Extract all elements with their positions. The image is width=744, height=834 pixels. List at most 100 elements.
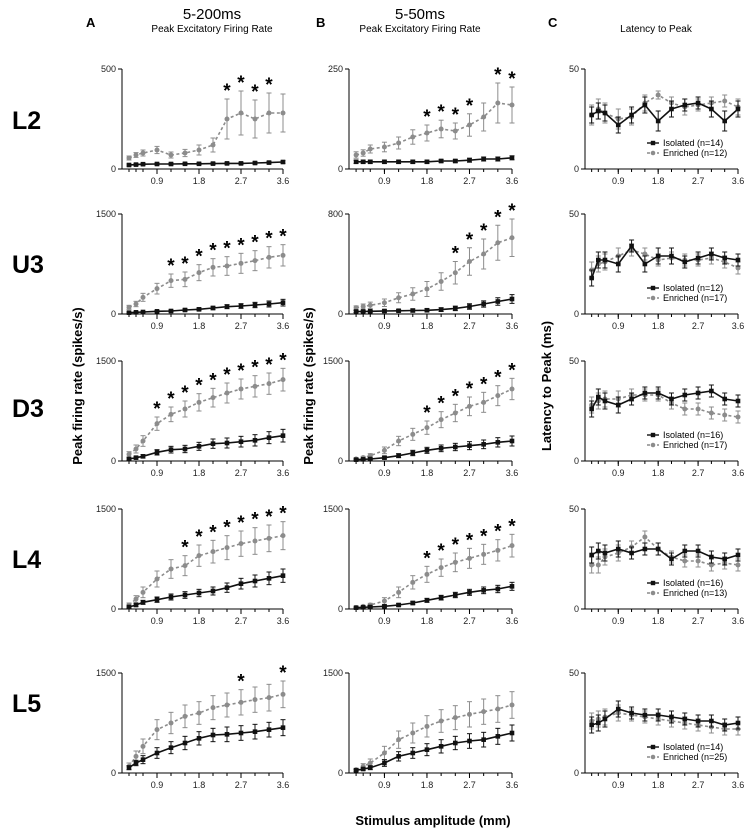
significance-star: * [265,507,273,528]
data-point-isolated [224,585,230,590]
data-point-isolated [722,722,727,728]
data-point-isolated [140,454,146,459]
data-point-isolated [629,710,634,716]
data-point-enriched [509,543,515,549]
data-point-isolated [629,112,634,118]
x-tick-label: 2.7 [692,616,705,626]
data-point-isolated [168,161,174,167]
data-point-isolated [467,304,472,309]
panel-l4-b: 0 1500 0.9 1.8 2.7 3.6 * * * * * * * [323,504,518,626]
data-point-isolated [182,592,188,598]
significance-star: * [237,235,245,256]
data-point-enriched [595,562,601,568]
data-point-isolated [642,712,648,718]
data-point-enriched [589,562,595,568]
data-point-enriched [133,446,139,452]
data-point-isolated [438,158,444,164]
data-point-isolated [495,734,501,739]
panel-u3-c: 0 50 0.9 1.8 2.7 3.6 Isolated (n=12)Enriched (… [569,209,744,331]
data-point-isolated [495,440,501,445]
data-point-isolated [210,732,216,738]
data-point-isolated [495,156,501,162]
row-label-l2: L2 [12,107,41,135]
legend-entry-enriched: Enriched (n=12) [663,148,727,158]
data-point-enriched [682,558,688,564]
data-point-isolated [140,309,146,315]
data-point-enriched [438,279,444,284]
data-point-isolated [382,604,387,609]
significance-star: * [237,513,245,534]
data-point-isolated [735,552,741,558]
data-point-enriched [452,410,458,416]
x-tick-label: 2.7 [235,780,248,790]
data-point-enriched [140,294,146,300]
data-point-isolated [453,444,458,450]
series-line-isolated [356,440,513,461]
data-point-isolated [495,586,501,592]
significance-star: * [437,102,445,123]
data-point-isolated [615,706,621,712]
data-point-enriched [396,438,402,444]
data-point-enriched [452,270,458,276]
x-tick-label: 0.9 [151,616,164,626]
data-point-enriched [655,92,661,98]
x-tick-label: 0.9 [151,321,164,331]
data-point-enriched [196,270,202,276]
data-point-enriched [210,142,216,148]
significance-star: * [265,75,273,96]
series-line-isolated [356,157,513,163]
data-point-enriched [424,425,430,431]
data-point-isolated [655,546,661,552]
data-point-isolated [695,255,701,261]
significance-star: * [223,365,231,386]
data-point-isolated [182,446,188,452]
data-point-isolated [669,556,674,562]
x-tick-label: 3.6 [277,176,290,186]
x-tick-label: 1.8 [652,321,665,331]
data-point-isolated [682,102,688,108]
data-point-enriched [360,150,366,156]
data-point-enriched [452,715,458,721]
data-point-isolated [252,160,258,166]
y-tick-label: 250 [328,64,343,74]
data-point-isolated [396,308,401,314]
data-point-isolated [695,548,701,554]
data-point-isolated [722,556,727,562]
x-tick-label: 1.8 [652,176,665,186]
significance-star: * [437,541,445,562]
data-point-isolated [238,161,244,166]
data-point-isolated [280,433,286,438]
data-point-enriched [196,147,202,153]
series-line-enriched [355,237,513,309]
data-point-isolated [133,455,139,460]
data-point-isolated [655,118,661,124]
data-point-isolated [367,456,373,462]
data-point-enriched [509,702,515,708]
data-point-enriched [182,563,188,569]
data-point-isolated [682,716,688,722]
panel-l4-c: 0 50 0.9 1.8 2.7 3.6 Isolated (n=16)Enriched (… [569,504,744,626]
data-point-isolated [154,597,160,602]
series-line-enriched [128,254,284,309]
significance-star: * [153,399,161,420]
data-point-isolated [353,309,359,314]
data-point-isolated [722,396,727,402]
series-line-enriched [128,534,284,606]
data-point-isolated [722,255,727,261]
x-tick-label: 0.9 [612,176,625,186]
x-tick-label: 0.9 [378,780,391,790]
data-point-enriched [252,258,258,264]
data-point-isolated [682,548,688,554]
y-tick-label: 1500 [96,209,116,219]
data-point-isolated [238,730,244,736]
data-point-isolated [589,406,594,412]
data-point-isolated [266,576,272,581]
data-point-enriched [466,122,472,128]
column-b-title: 5-50ms [395,6,445,23]
data-point-enriched [452,128,458,134]
y-tick-label: 1500 [96,668,116,678]
data-point-isolated [168,594,174,600]
panel-l2-a: 0 500 0.9 1.8 2.7 3.6 * * * * [101,64,289,186]
data-point-isolated [154,450,160,455]
